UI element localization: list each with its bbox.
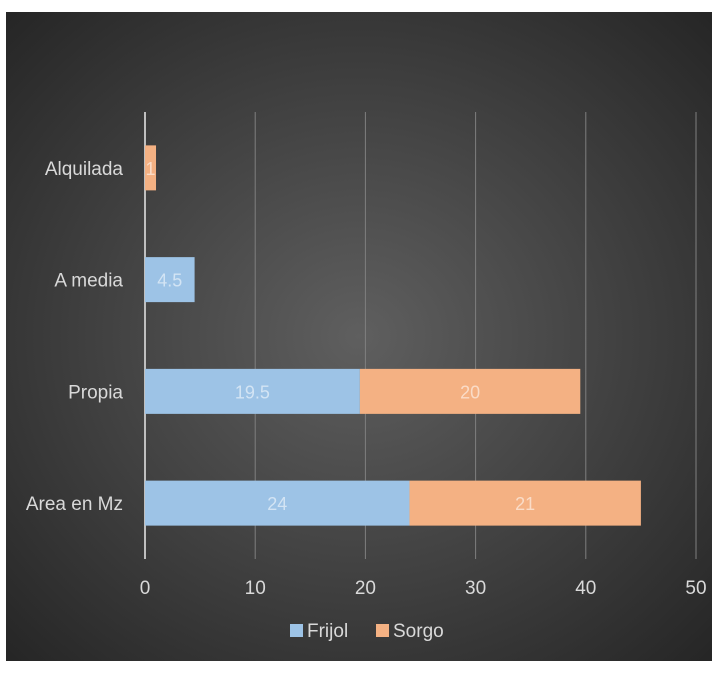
chart-svg: 0 10 20 30 40 50 Area en Mz 24 21 Propia 19.5 20 A m… xyxy=(6,12,712,661)
legend: Frijol Sorgo xyxy=(290,621,444,642)
data-label: 4.5 xyxy=(157,271,182,291)
bars-layer xyxy=(145,145,641,526)
bar-frijol xyxy=(145,257,195,303)
data-label: 1 xyxy=(146,159,156,179)
data-label: 24 xyxy=(267,494,287,514)
x-tick-label: 50 xyxy=(685,578,706,599)
legend-label: Sorgo xyxy=(393,621,444,642)
labels-layer: 0 10 20 30 40 50 Area en Mz 24 21 Propia 19.5 20 A m… xyxy=(26,159,707,599)
category-label: Propia xyxy=(68,382,123,403)
bar-frijol xyxy=(145,480,410,526)
bar-sorgo xyxy=(359,368,581,414)
x-tick-label: 30 xyxy=(465,578,486,599)
x-tick-label: 10 xyxy=(245,578,266,599)
legend-label: Frijol xyxy=(307,621,348,642)
category-label: Alquilada xyxy=(45,159,124,180)
x-tick-label: 20 xyxy=(355,578,376,599)
chart-area: 0 10 20 30 40 50 Area en Mz 24 21 Propia 19.5 20 A m… xyxy=(6,12,712,661)
data-label: 21 xyxy=(515,494,535,514)
category-label: A media xyxy=(54,271,123,292)
legend-swatch-sorgo xyxy=(376,624,389,637)
data-label: 19.5 xyxy=(235,382,270,402)
legend-swatch-frijol xyxy=(290,624,303,637)
category-label: Area en Mz xyxy=(26,494,123,515)
bar-sorgo xyxy=(409,480,641,526)
x-tick-label: 0 xyxy=(140,578,151,599)
bar-sorgo xyxy=(145,145,157,191)
bar-frijol xyxy=(145,368,360,414)
data-label: 20 xyxy=(460,382,480,402)
x-tick-label: 40 xyxy=(575,578,596,599)
chart-background xyxy=(6,12,712,661)
